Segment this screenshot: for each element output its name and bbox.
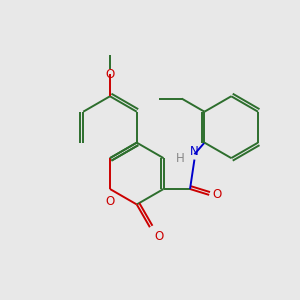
Text: O: O — [213, 188, 222, 201]
Text: O: O — [105, 68, 115, 81]
Text: H: H — [176, 152, 185, 165]
Text: O: O — [154, 230, 164, 243]
Text: N: N — [190, 145, 199, 158]
Text: O: O — [105, 196, 115, 208]
